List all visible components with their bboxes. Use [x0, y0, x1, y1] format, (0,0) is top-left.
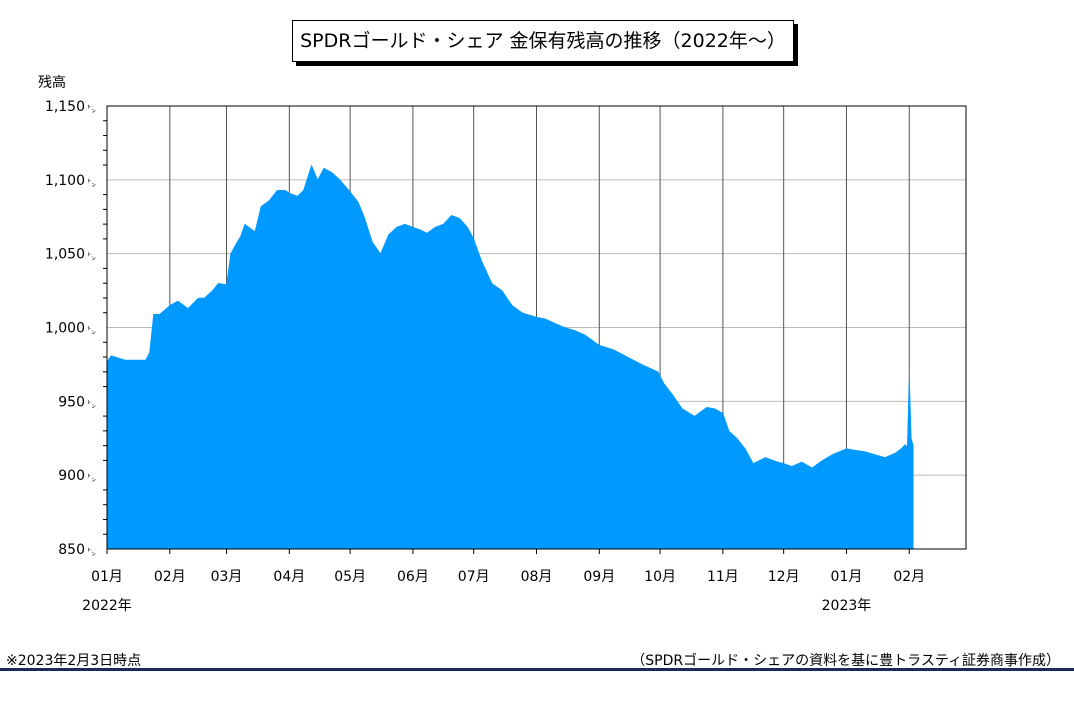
holdings-area [106, 164, 914, 550]
x-tick-label: 07月 [458, 569, 490, 585]
x-tick-label: 02月 [154, 569, 186, 585]
y-tick-unit: ㌧ [87, 400, 96, 410]
y-tick-label: 1,050 [45, 247, 85, 263]
x-tick-label: 03月 [211, 569, 243, 585]
x-tick-label: 01月 [91, 569, 123, 585]
y-tick-unit: ㌧ [87, 253, 96, 263]
y-axis-label: 残高 [38, 74, 66, 91]
y-tick-unit: ㌧ [87, 474, 96, 484]
y-tick-label: 1,150 [45, 99, 85, 115]
y-tick-label: 950 [58, 394, 85, 410]
area-series-layer [106, 164, 914, 550]
y-tick-label: 1,000 [45, 321, 85, 337]
x-tick-label: 06月 [397, 569, 429, 585]
y-tick-unit: ㌧ [87, 179, 96, 189]
x-tick-label: 02月 [893, 569, 925, 585]
chart-title: SPDRゴールド・シェア 金保有残高の推移（2022年～） [292, 20, 794, 62]
y-tick-label: 1,100 [45, 173, 85, 189]
x-axis: 01月 02月 03月 04月 05月 06月 07月 08月 09月 10月 11月 12月 01月 0… [82, 549, 925, 614]
y-tick-label: 850 [58, 542, 85, 558]
year-label: 2022年 [82, 598, 132, 614]
source-note: （SPDRゴールド・シェアの資料を基に豊トラスティ証券商事作成） [631, 653, 1060, 669]
x-tick-label: 01月 [831, 569, 863, 585]
y-tick-label: 900 [58, 468, 85, 484]
y-tick-unit: ㌧ [87, 105, 96, 115]
footnote: ※2023年2月3日時点 [6, 653, 142, 669]
year-label: 2023年 [822, 598, 872, 614]
x-tick-label: 10月 [644, 569, 676, 585]
x-tick-label: 09月 [583, 569, 615, 585]
bottom-divider [0, 668, 1074, 671]
x-tick-label: 11月 [707, 569, 739, 585]
y-tick-unit: ㌧ [87, 548, 96, 558]
x-tick-label: 04月 [273, 569, 305, 585]
y-tick-unit: ㌧ [87, 327, 96, 337]
x-tick-label: 12月 [768, 569, 800, 585]
x-tick-label: 05月 [334, 569, 366, 585]
x-tick-label: 08月 [521, 569, 553, 585]
